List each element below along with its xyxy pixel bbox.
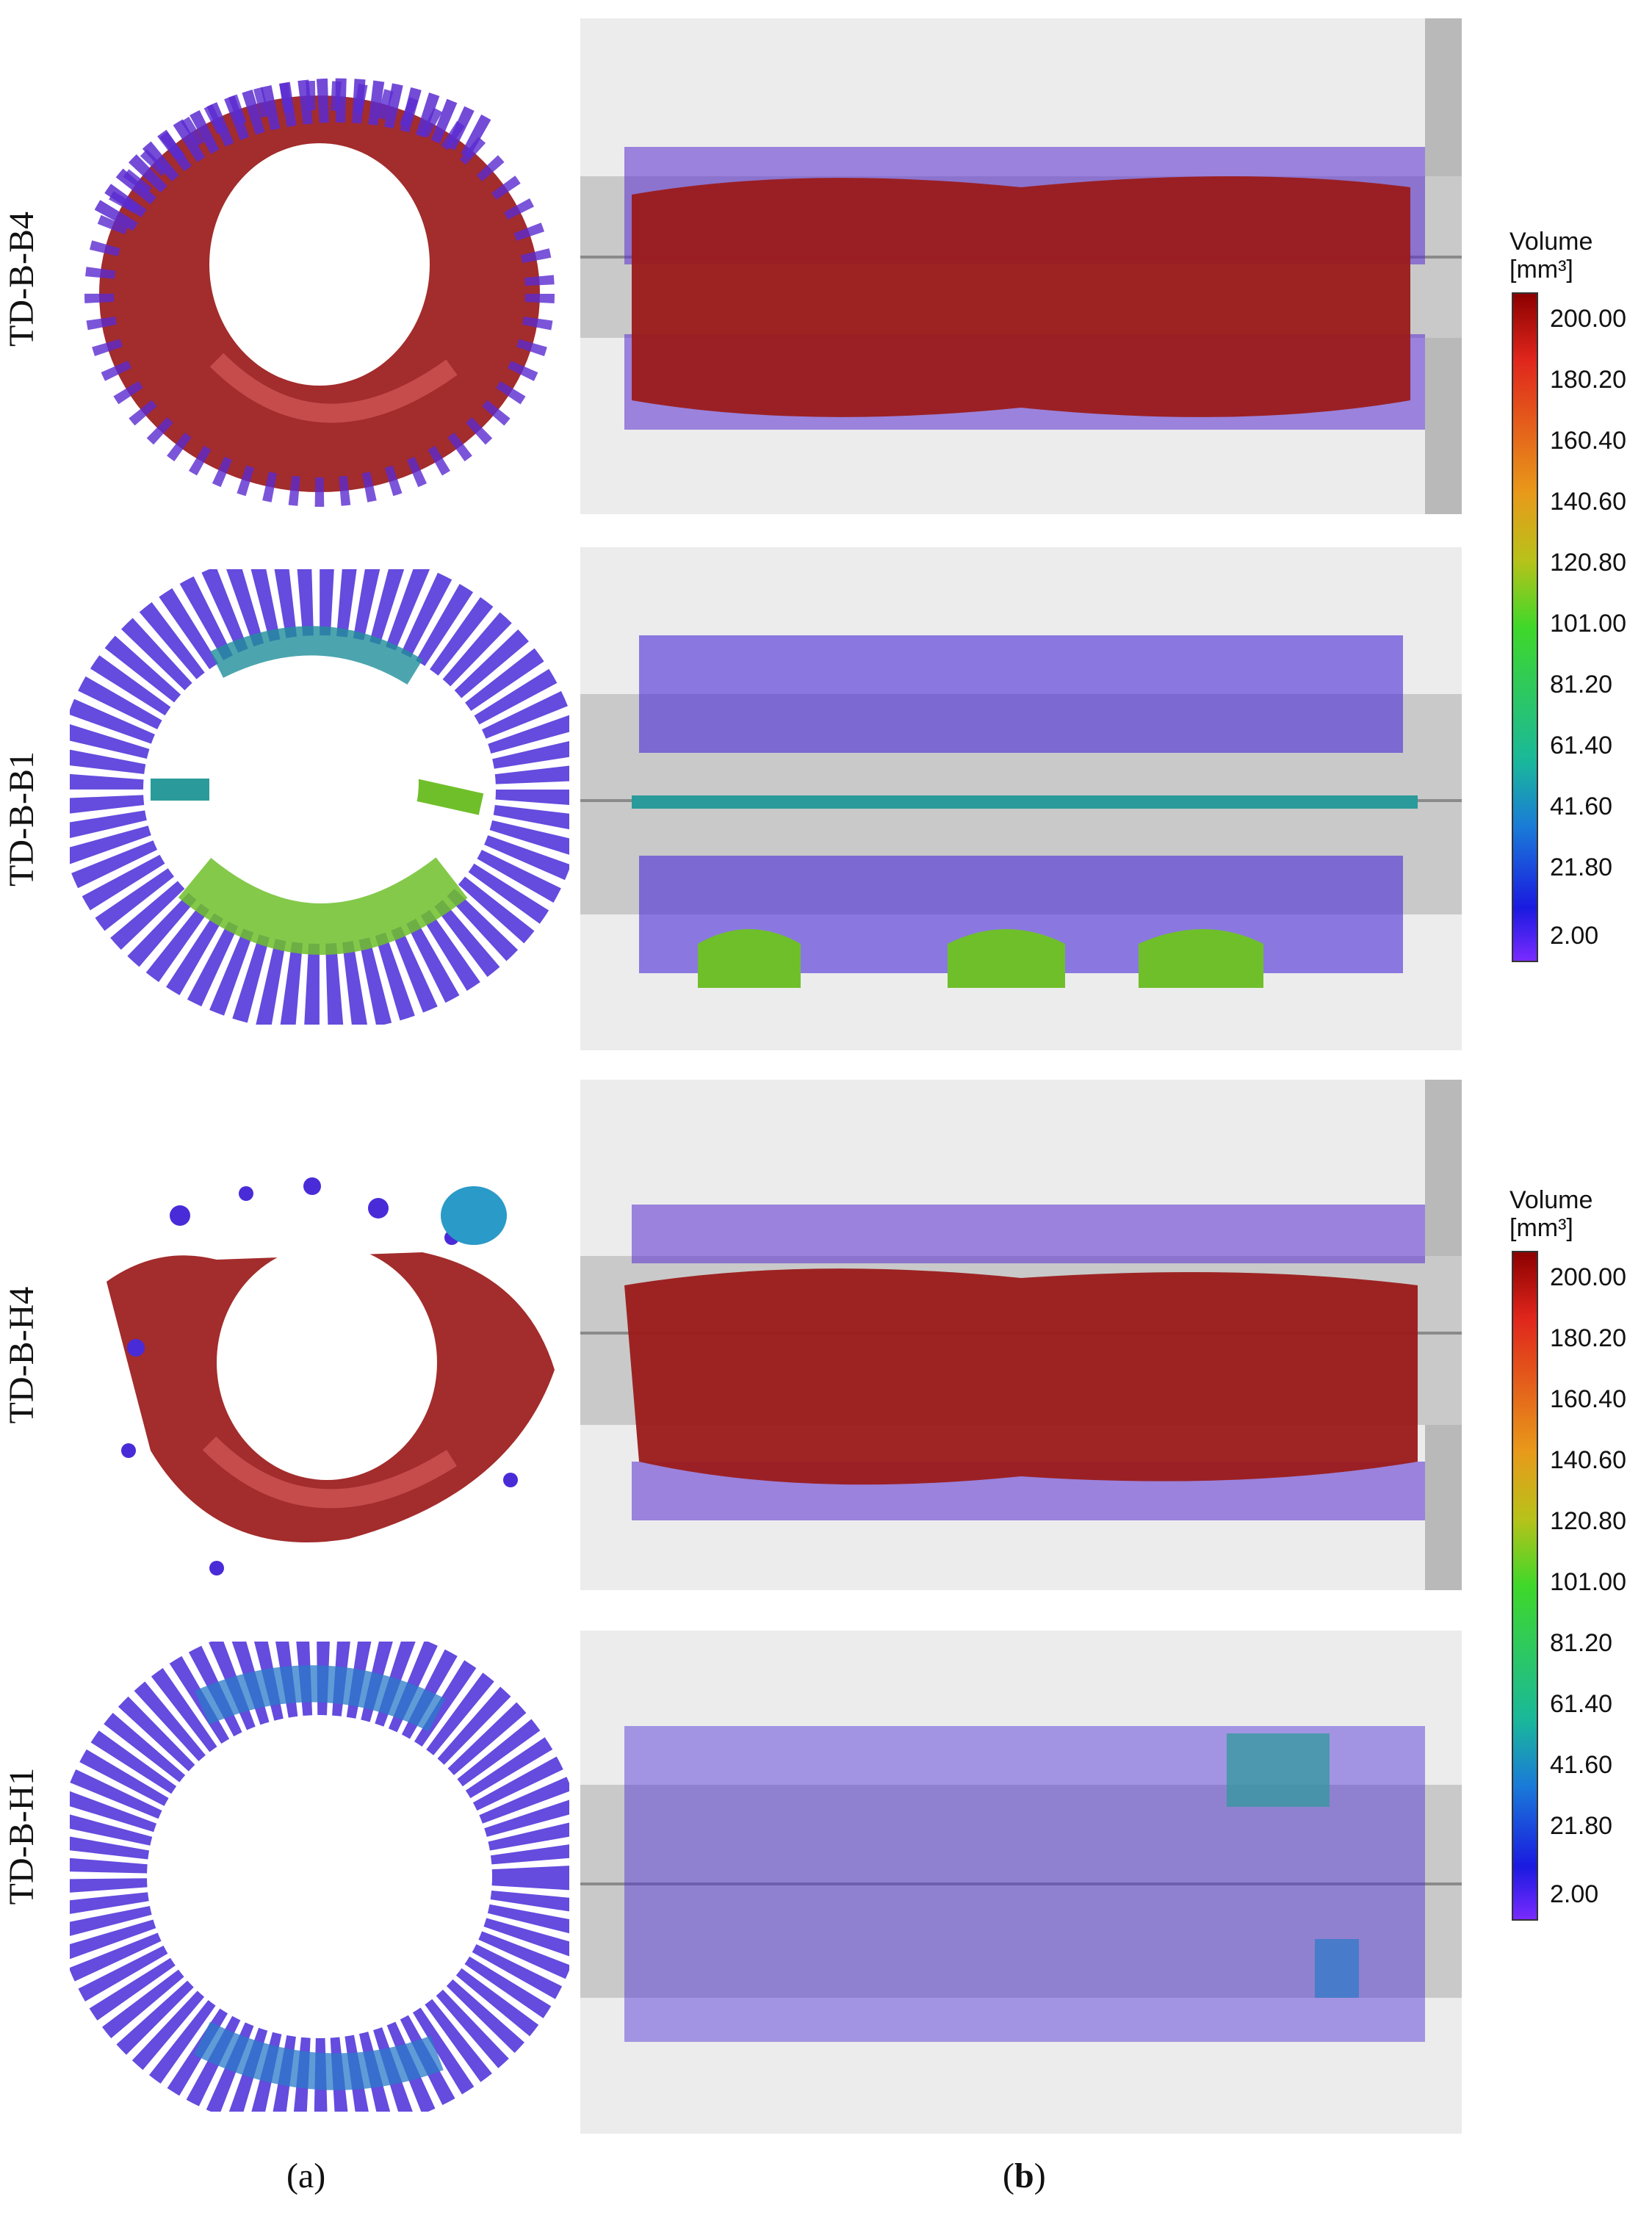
caption-a: (a) [286, 2156, 325, 2196]
colorbar-2-tick-1: 180.20 [1550, 1324, 1626, 1352]
caption-a-letter: a [297, 2156, 314, 2195]
colorbar-2-title-line1: Volume [1509, 1186, 1593, 1214]
colorbar-2-tick-3: 140.60 [1550, 1446, 1626, 1474]
colorbar-1-tick-9: 21.80 [1550, 853, 1613, 881]
colorbar-2 [1512, 1251, 1538, 1921]
caption-a-open: ( [286, 2156, 298, 2195]
row-label-2: TD-B-B1 [2, 751, 41, 887]
colorbar-1-tick-10: 2.00 [1550, 922, 1599, 950]
caption-b-close: ) [1034, 2156, 1046, 2195]
colorbar-1-tick-3: 140.60 [1550, 488, 1626, 516]
colorbar-1-tick-1: 180.20 [1550, 366, 1626, 394]
cross-section-b1 [70, 569, 569, 1025]
colorbar-2-title-line2: [mm³] [1509, 1214, 1573, 1242]
colorbar-1-title-line1: Volume [1509, 228, 1593, 256]
cross-section-h1 [70, 1642, 569, 2112]
colorbar-2-tick-5: 101.00 [1550, 1568, 1626, 1596]
longitudinal-b1 [580, 547, 1462, 1050]
cross-section-b4 [70, 51, 569, 507]
colorbar-2-tick-8: 41.60 [1550, 1751, 1613, 1779]
row-label-4: TD-B-H1 [2, 1767, 41, 1905]
colorbar-1-tick-8: 41.60 [1550, 793, 1613, 820]
colorbar-1-tick-5: 101.00 [1550, 610, 1626, 638]
colorbar-1-tick-2: 160.40 [1550, 427, 1626, 455]
colorbar-1-tick-6: 81.20 [1550, 671, 1613, 698]
caption-b: (b) [1003, 2156, 1046, 2196]
caption-b-letter: b [1014, 2156, 1034, 2195]
colorbar-2-title: Volume [mm³] [1509, 1186, 1642, 1242]
colorbar-1-tick-7: 61.40 [1550, 732, 1613, 759]
longitudinal-h4 [580, 1080, 1462, 1590]
colorbar-2-tick-2: 160.40 [1550, 1385, 1626, 1413]
colorbar-2-tick-10: 2.00 [1550, 1880, 1599, 1908]
colorbar-2-tick-6: 81.20 [1550, 1629, 1613, 1657]
colorbar-1-title: Volume [mm³] [1509, 228, 1642, 284]
colorbar-2-tick-0: 200.00 [1550, 1263, 1626, 1291]
longitudinal-b4 [580, 18, 1462, 514]
colorbar-1-title-line2: [mm³] [1509, 256, 1573, 284]
colorbar-2-tick-7: 61.40 [1550, 1690, 1613, 1718]
row-label-3: TD-B-H4 [2, 1286, 41, 1424]
cross-section-h4 [70, 1127, 569, 1583]
row-label-1: TD-B-B4 [2, 212, 41, 347]
colorbar-2-tick-9: 21.80 [1550, 1812, 1613, 1840]
colorbar-1 [1512, 292, 1538, 962]
caption-a-close: ) [314, 2156, 326, 2195]
longitudinal-h1 [580, 1631, 1462, 2134]
colorbar-2-tick-4: 120.80 [1550, 1507, 1626, 1535]
caption-b-open: ( [1003, 2156, 1014, 2195]
colorbar-1-tick-0: 200.00 [1550, 305, 1626, 333]
colorbar-1-tick-4: 120.80 [1550, 549, 1626, 577]
